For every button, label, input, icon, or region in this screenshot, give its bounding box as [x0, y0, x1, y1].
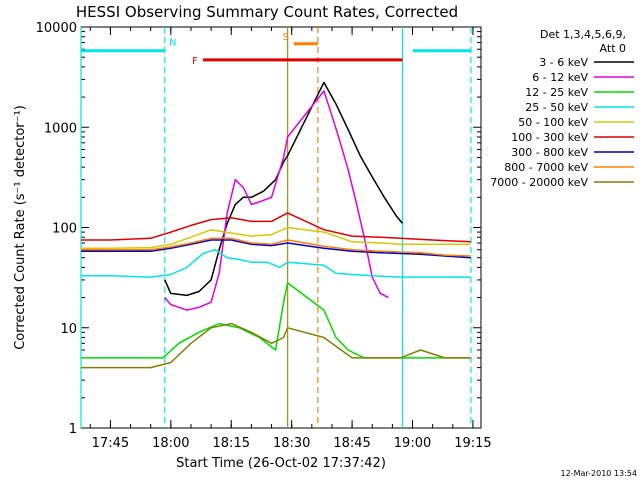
legend: Det 1,3,4,5,6,9,Att 0 3 - 6 keV 6 - 12 keV…: [490, 28, 634, 189]
y-axis-label: Corrected Count Rate (s⁻¹ detector⁻¹): [13, 105, 28, 350]
series-line: [81, 237, 471, 257]
legend-entry-label: 3 - 6 keV: [539, 56, 588, 69]
legend-entry-label: 12 - 25 keV: [525, 86, 588, 99]
plot-area: 1 10 100 1000 10000 17:45 18:00 18:15 18:30 18:45…: [36, 21, 492, 451]
legend-entry-label: 25 - 50 keV: [525, 101, 588, 114]
legend-entry-label: 800 - 7000 keV: [504, 161, 588, 174]
legend-entry-label: 50 - 100 keV: [518, 116, 588, 129]
series-line: [81, 212, 471, 243]
x-tick-label: 18:30: [273, 436, 310, 451]
legend-entry-label: 7000 - 20000 keV: [490, 176, 588, 189]
series-line: [81, 322, 471, 369]
legend-entry-label: 6 - 12 keV: [532, 71, 588, 84]
chart-title: HESSI Observing Summary Count Rates, Cor…: [76, 3, 458, 21]
y-tick-label: 100: [52, 222, 77, 237]
series-line: [81, 248, 471, 278]
y-tick-label: 1000: [44, 121, 77, 136]
series-line: [81, 282, 471, 359]
legend-entry-label: 100 - 300 keV: [511, 131, 588, 144]
legend-header: Att 0: [600, 42, 626, 55]
y-tick-label: 1: [69, 422, 77, 437]
x-tick-label: 19:00: [394, 436, 431, 451]
y-tick-label: 10000: [36, 21, 77, 36]
annotation-label-saa: S: [283, 32, 289, 43]
series-line: [164, 90, 389, 311]
x-axis-label: Start Time (26-Oct-02 17:37:42): [176, 456, 386, 471]
x-tick-label: 18:45: [333, 436, 370, 451]
y-axis-label-group: Corrected Count Rate (s⁻¹ detector⁻¹): [13, 105, 28, 350]
x-tick-label: 18:15: [213, 436, 250, 451]
annotation-label-flare: F: [192, 56, 198, 67]
legend-header: Det 1,3,4,5,6,9,: [540, 28, 626, 41]
x-tick-label: 18:00: [152, 436, 189, 451]
annotation-label-night: N: [169, 38, 176, 49]
x-tick-label: 19:15: [454, 436, 491, 451]
legend-entry-label: 300 - 800 keV: [511, 146, 588, 159]
y-tick-label: 10: [60, 322, 77, 337]
date-stamp: 12-Mar-2010 13:54: [561, 469, 638, 478]
x-tick-label: 17:45: [92, 436, 129, 451]
series-line: [81, 226, 471, 250]
series-line: [81, 239, 471, 259]
series-line: [164, 81, 404, 297]
